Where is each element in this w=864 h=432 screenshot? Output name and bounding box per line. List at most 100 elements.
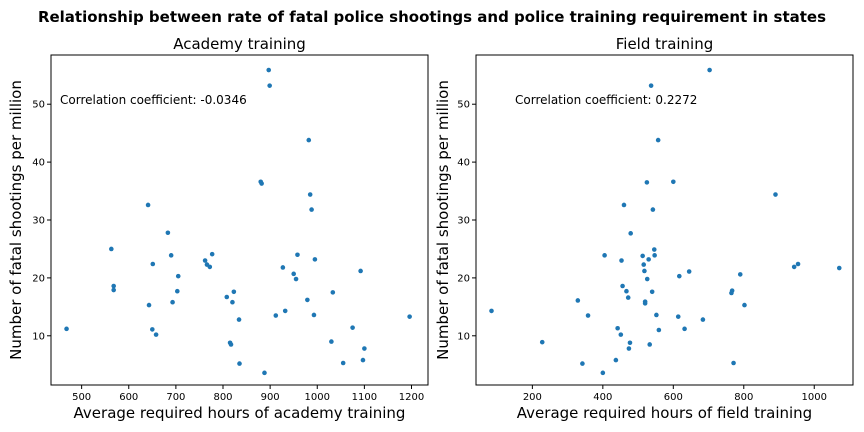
correlation-annotation: Correlation coefficient: -0.0346 xyxy=(60,93,247,107)
data-point xyxy=(224,294,230,300)
data-point xyxy=(236,317,242,322)
data-point xyxy=(742,302,747,308)
y-tick-label: 20 xyxy=(32,273,45,284)
data-point xyxy=(644,276,650,282)
x-tick-label: 600 xyxy=(119,392,138,403)
data-point xyxy=(675,314,681,319)
data-point xyxy=(618,332,624,337)
chart-title: Academy training xyxy=(173,35,306,53)
data-point xyxy=(624,288,629,294)
y-tick-label: 10 xyxy=(457,331,470,342)
data-point xyxy=(628,231,633,236)
x-tick-label: 1000 xyxy=(305,392,330,403)
data-point xyxy=(654,312,659,318)
x-tick-label: 200 xyxy=(523,392,542,403)
data-point xyxy=(280,265,286,270)
data-point xyxy=(641,262,647,267)
y-tick-label: 50 xyxy=(457,100,470,111)
data-point xyxy=(625,295,631,300)
x-axis-label: Average required hours of field training xyxy=(517,404,812,422)
data-point xyxy=(202,258,208,263)
data-point xyxy=(677,273,682,279)
data-point xyxy=(649,289,655,295)
data-point xyxy=(707,67,712,73)
data-point xyxy=(791,264,797,270)
data-point xyxy=(153,332,159,337)
data-point xyxy=(273,313,279,318)
figure-title: Relationship between rate of fatal polic… xyxy=(38,8,826,26)
data-point xyxy=(305,297,310,303)
data-point xyxy=(150,327,155,332)
data-point xyxy=(237,361,242,366)
data-point xyxy=(228,342,234,347)
x-axis-label: Average required hours of academy traini… xyxy=(74,404,406,422)
y-tick-label: 30 xyxy=(457,216,470,227)
data-point xyxy=(650,207,656,212)
x-tick-label: 500 xyxy=(72,392,91,403)
data-point xyxy=(700,317,706,322)
y-tick-label: 40 xyxy=(457,158,470,169)
data-point xyxy=(642,301,648,306)
data-point xyxy=(647,342,652,347)
data-point xyxy=(652,253,657,258)
data-point xyxy=(340,360,346,366)
data-point xyxy=(600,370,606,376)
y-axis-label: Number of fatal shootings per million xyxy=(434,80,452,360)
data-point xyxy=(362,346,367,351)
data-point xyxy=(651,247,657,252)
data-point xyxy=(731,360,736,366)
data-point xyxy=(293,276,299,282)
data-point xyxy=(111,283,116,289)
data-point xyxy=(146,302,152,308)
x-tick-label: 600 xyxy=(664,392,683,403)
chart-title: Field training xyxy=(616,35,714,53)
data-point xyxy=(773,192,778,197)
data-point xyxy=(615,325,620,331)
data-point xyxy=(648,83,654,88)
data-point xyxy=(575,298,581,303)
y-tick-label: 20 xyxy=(457,273,470,284)
y-tick-label: 10 xyxy=(32,331,45,342)
data-point xyxy=(266,67,272,73)
data-point xyxy=(109,246,114,252)
data-point xyxy=(306,137,312,143)
data-point xyxy=(358,268,363,274)
x-tick-label: 1200 xyxy=(399,392,424,403)
data-point xyxy=(795,261,801,267)
data-point xyxy=(671,179,676,185)
data-point xyxy=(407,314,412,319)
data-point xyxy=(145,202,151,208)
data-point xyxy=(737,272,743,277)
data-point xyxy=(295,252,300,258)
data-point xyxy=(259,181,264,186)
data-point xyxy=(282,308,288,314)
data-point xyxy=(360,357,366,363)
data-point xyxy=(312,257,318,262)
x-tick-label: 1100 xyxy=(352,392,377,403)
x-tick-label: 400 xyxy=(593,392,612,403)
x-tick-label: 800 xyxy=(734,392,753,403)
data-point xyxy=(539,339,545,345)
y-tick-label: 40 xyxy=(32,158,45,169)
data-point xyxy=(64,326,69,332)
data-point xyxy=(686,269,692,274)
data-point xyxy=(656,327,662,333)
data-point xyxy=(644,180,650,185)
chart-0: Academy training 500 600 700 800 900 1000 1100 1… xyxy=(7,35,429,422)
data-point xyxy=(655,137,661,143)
y-tick-label: 30 xyxy=(32,216,45,227)
data-point xyxy=(602,253,607,258)
data-point xyxy=(836,265,842,271)
correlation-annotation: Correlation coefficient: 0.2272 xyxy=(515,93,697,107)
data-point xyxy=(350,325,355,330)
data-point xyxy=(621,202,627,208)
data-point xyxy=(729,288,735,293)
data-point xyxy=(168,253,174,258)
data-point xyxy=(307,192,313,197)
data-point xyxy=(311,312,317,318)
data-point xyxy=(291,271,296,277)
data-point xyxy=(626,346,632,351)
data-point xyxy=(207,264,213,270)
data-point xyxy=(329,339,334,344)
